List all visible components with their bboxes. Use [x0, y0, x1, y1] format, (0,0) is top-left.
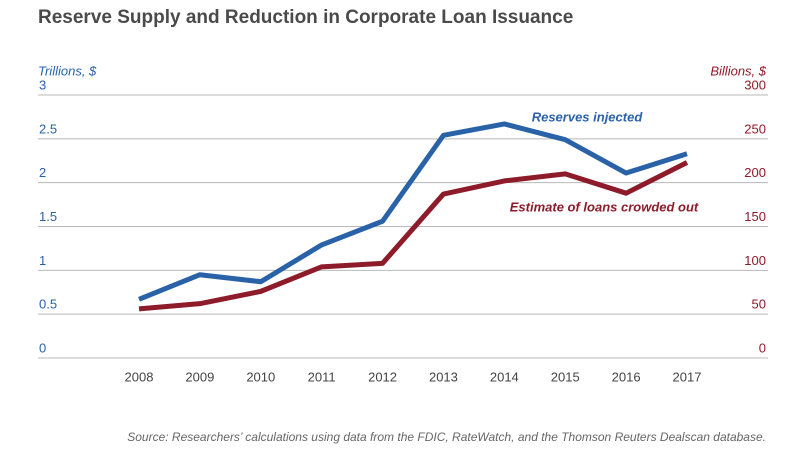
source-note: Source: Researchers’ calculations using …	[127, 430, 766, 444]
y-tick-label: 1.5	[39, 209, 57, 224]
x-tick-label: 2010	[246, 369, 275, 384]
y2-tick-label: 250	[744, 121, 766, 136]
y-tick-label: 3	[39, 77, 46, 92]
y-tick-label: 1	[39, 253, 46, 268]
y-axis-label: Trillions, $	[38, 63, 97, 78]
y2-axis-label: Billions, $	[710, 63, 766, 78]
y2-tick-label: 100	[744, 253, 766, 268]
x-tick-label: 2017	[673, 369, 702, 384]
data-line	[138, 160, 689, 312]
y2-tick-label: 300	[744, 77, 766, 92]
y-tick-label: 0	[39, 340, 46, 355]
series-label: Reserves injected	[532, 109, 644, 124]
y-tick-label: 2.5	[39, 121, 57, 136]
chart-title: Reserve Supply and Reduction in Corporat…	[38, 7, 573, 28]
y2-tick-label: 0	[759, 340, 766, 355]
x-tick-label: 2011	[308, 369, 336, 384]
x-tick-label: 2012	[368, 369, 397, 384]
y2-tick-label: 200	[744, 165, 766, 180]
x-tick-label: 2016	[612, 369, 641, 384]
y-tick-label: 2	[39, 165, 46, 180]
y2-tick-label: 50	[752, 297, 766, 312]
series-label: Estimate of loans crowded out	[510, 199, 699, 214]
y-tick-label: 0.5	[39, 297, 57, 312]
data-line	[138, 121, 688, 302]
x-tick-label: 2008	[125, 369, 154, 384]
x-tick-label: 2015	[551, 369, 580, 384]
x-tick-label: 2013	[429, 369, 458, 384]
x-tick-label: 2009	[185, 369, 214, 384]
x-tick-label: 2014	[490, 369, 519, 384]
y2-tick-label: 150	[744, 209, 766, 224]
